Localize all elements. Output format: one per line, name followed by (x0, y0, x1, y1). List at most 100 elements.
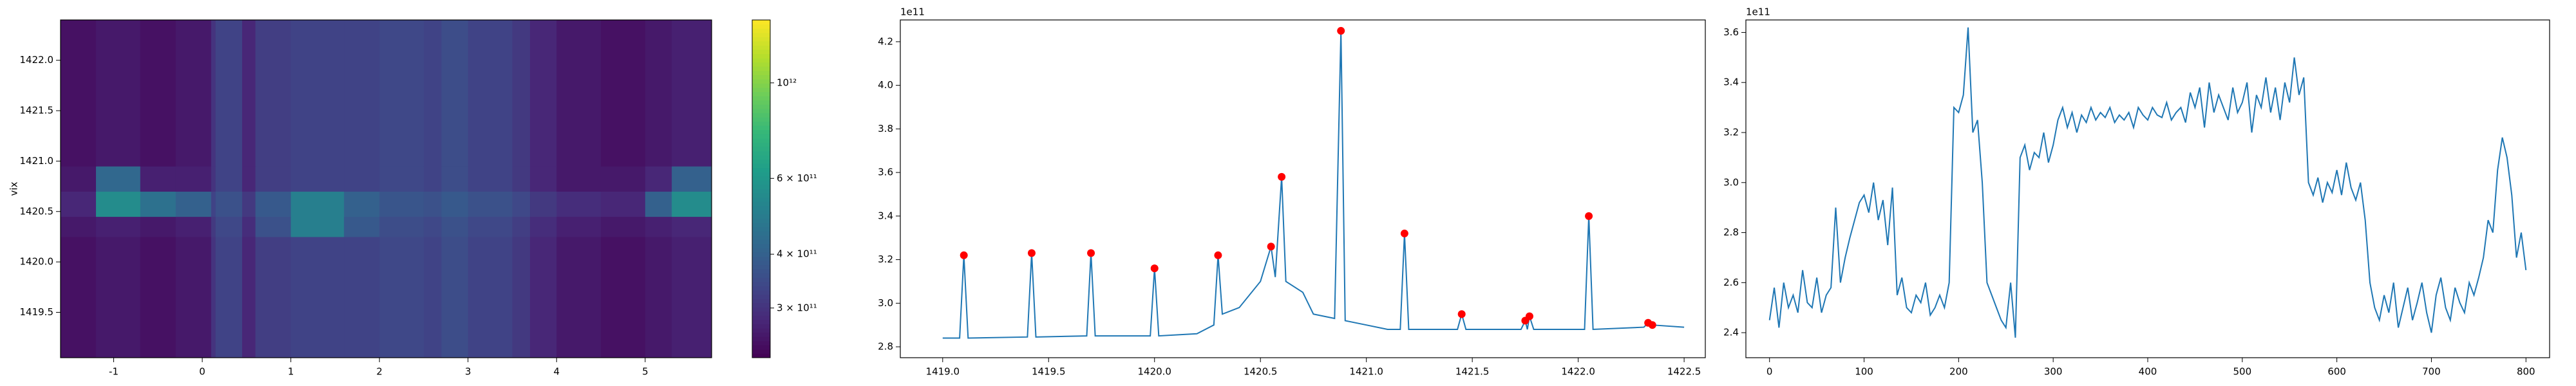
colorbar-swatch (752, 188, 770, 194)
heatmap-cell (556, 236, 601, 358)
heatmap-cell (441, 191, 469, 217)
peak-marker (1525, 312, 1533, 320)
heatmap-cell (242, 166, 256, 192)
colorbar-swatch (752, 231, 770, 236)
line-series (942, 30, 1685, 339)
heatmap-cell (441, 166, 469, 192)
colorbar-swatch (752, 340, 770, 345)
x-tick-label: 1420.5 (1244, 366, 1278, 378)
heatmap-cell (601, 236, 646, 358)
heatmap-cell (423, 20, 442, 167)
peak-marker (1214, 251, 1222, 259)
heatmap-cell (255, 216, 292, 237)
y-tick-label: 3.6 (878, 167, 893, 178)
x-tick-label: 0 (1766, 366, 1773, 378)
colorbar-swatch (752, 113, 770, 118)
y-tick-label: 1420.0 (20, 256, 54, 268)
colorbar-swatch (752, 142, 770, 147)
y-tick-label: 2.8 (878, 341, 893, 353)
colorbar-swatch (752, 286, 770, 291)
heatmap-cell (672, 236, 712, 358)
x-tick-label: 1422.0 (1561, 366, 1595, 378)
heatmap-cell (379, 216, 424, 237)
heatmap-cell (290, 166, 345, 192)
colorbar-swatch (752, 294, 770, 299)
y-tick-label: 2.4 (1723, 327, 1739, 338)
heatmap-cell (672, 216, 712, 237)
colorbar-swatch (752, 104, 770, 109)
colorbar-swatch (752, 172, 770, 177)
heatmap-cell (175, 166, 212, 192)
heatmap-cell (61, 191, 97, 217)
y-tick-label: 3.2 (878, 253, 893, 265)
heatmap-cell (441, 236, 469, 358)
x-tick-label: 300 (2044, 366, 2063, 378)
peak-marker (1027, 249, 1036, 257)
peak-marker (1457, 310, 1466, 318)
heatmap-cell (512, 191, 531, 217)
colorbar-swatch (752, 155, 770, 160)
heatmap-cell (242, 216, 256, 237)
heatmap-cell (645, 166, 672, 192)
heatmap-cell (255, 191, 292, 217)
x-tick-label: 400 (2139, 366, 2157, 378)
colorbar-swatch (752, 41, 770, 46)
heatmap-cell (344, 236, 380, 358)
colorbar-swatch (752, 319, 770, 324)
x-tick-label: 1419.0 (926, 366, 960, 378)
x-tick-label: 800 (2517, 366, 2535, 378)
heatmap-cell (468, 236, 513, 358)
heatmap-cell (601, 216, 646, 237)
heatmap-cell (96, 166, 141, 192)
heatmap-cell (344, 216, 380, 237)
colorbar-swatch (752, 193, 770, 198)
heatmap-cell (645, 216, 672, 237)
heatmap-cell (468, 216, 513, 237)
heatmap-cell (215, 236, 243, 358)
colorbar-swatch (752, 24, 770, 29)
y-offset-label: 1e11 (1746, 6, 1770, 18)
heatmap-cell (423, 236, 442, 358)
colorbar-swatch (752, 163, 770, 169)
heatmap-cell (215, 166, 243, 192)
heatmap-cell (468, 20, 513, 167)
colorbar-swatch (752, 353, 770, 358)
colorbar-swatch (752, 176, 770, 181)
peak-marker (1337, 26, 1345, 35)
heatmap-cell (530, 166, 557, 192)
heatmap-cell (96, 216, 141, 237)
peak-marker (1150, 264, 1159, 273)
heatmap-cell (379, 236, 424, 358)
heatmap-cell (242, 20, 256, 167)
colorbar-swatch (752, 256, 770, 261)
colorbar-swatch (752, 184, 770, 189)
colorbar-swatch (752, 307, 770, 312)
peak-marker (1648, 321, 1656, 329)
heatmap-cell (468, 166, 513, 192)
colorbar-swatch (752, 210, 770, 215)
heatmap-cell (601, 20, 646, 167)
colorbar-swatch (752, 78, 770, 84)
colorbar-swatch (752, 100, 770, 105)
heatmap-cell (468, 191, 513, 217)
colorbar-swatch (752, 324, 770, 329)
colorbar-swatch (752, 261, 770, 266)
colorbar-swatch (752, 108, 770, 113)
heatmap-cell (175, 191, 212, 217)
y-offset-label: 1e11 (900, 6, 925, 18)
heatmap-cell (530, 236, 557, 358)
colorbar-swatch (752, 180, 770, 185)
heatmap-cell (211, 216, 216, 237)
colorbar-swatch (752, 226, 770, 232)
heatmap-cell (512, 166, 531, 192)
heatmap-cell (140, 216, 176, 237)
heatmap-cell (290, 20, 345, 167)
x-tick-label: 2 (376, 366, 383, 378)
y-tick-label: 4.0 (878, 79, 893, 91)
heatmap-cell (379, 191, 424, 217)
heatmap-cell (211, 236, 216, 358)
colorbar-swatch (752, 302, 770, 308)
colorbar-swatch (752, 201, 770, 207)
heatmap-cell (140, 20, 176, 167)
heatmap-cell (215, 20, 243, 167)
